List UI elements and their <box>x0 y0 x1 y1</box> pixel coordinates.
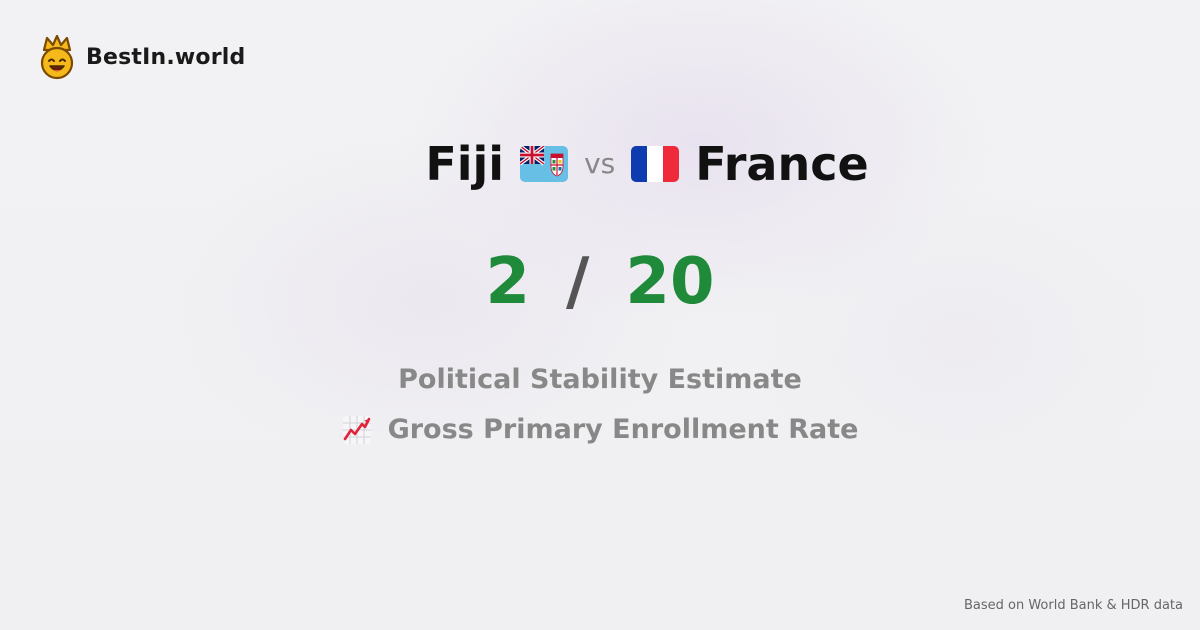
vs-label: vs <box>584 147 616 180</box>
fiji-flag-icon <box>520 146 569 182</box>
right-country-name: France <box>695 137 869 191</box>
comparison-title: Fiji vs France <box>0 134 1200 194</box>
left-score: 2 <box>485 245 531 319</box>
data-source-note: Based on World Bank & HDR data <box>963 598 1183 613</box>
brand[interactable]: BestIn.world <box>38 34 245 80</box>
left-country-name: Fiji <box>425 137 505 191</box>
score-row: 2 / 20 <box>0 244 1200 320</box>
secondary-metric: Gross Primary Enrollment Rate <box>0 414 1200 445</box>
france-flag-icon <box>631 146 680 182</box>
smiling-crown-icon <box>40 34 74 80</box>
secondary-metric-label: Gross Primary Enrollment Rate <box>387 414 859 445</box>
brand-name: BestIn.world <box>86 44 246 70</box>
primary-metric-label: Political Stability Estimate <box>398 364 802 395</box>
score-separator: / <box>566 245 590 319</box>
right-score: 20 <box>625 245 715 319</box>
chart-increasing-icon <box>342 415 371 444</box>
